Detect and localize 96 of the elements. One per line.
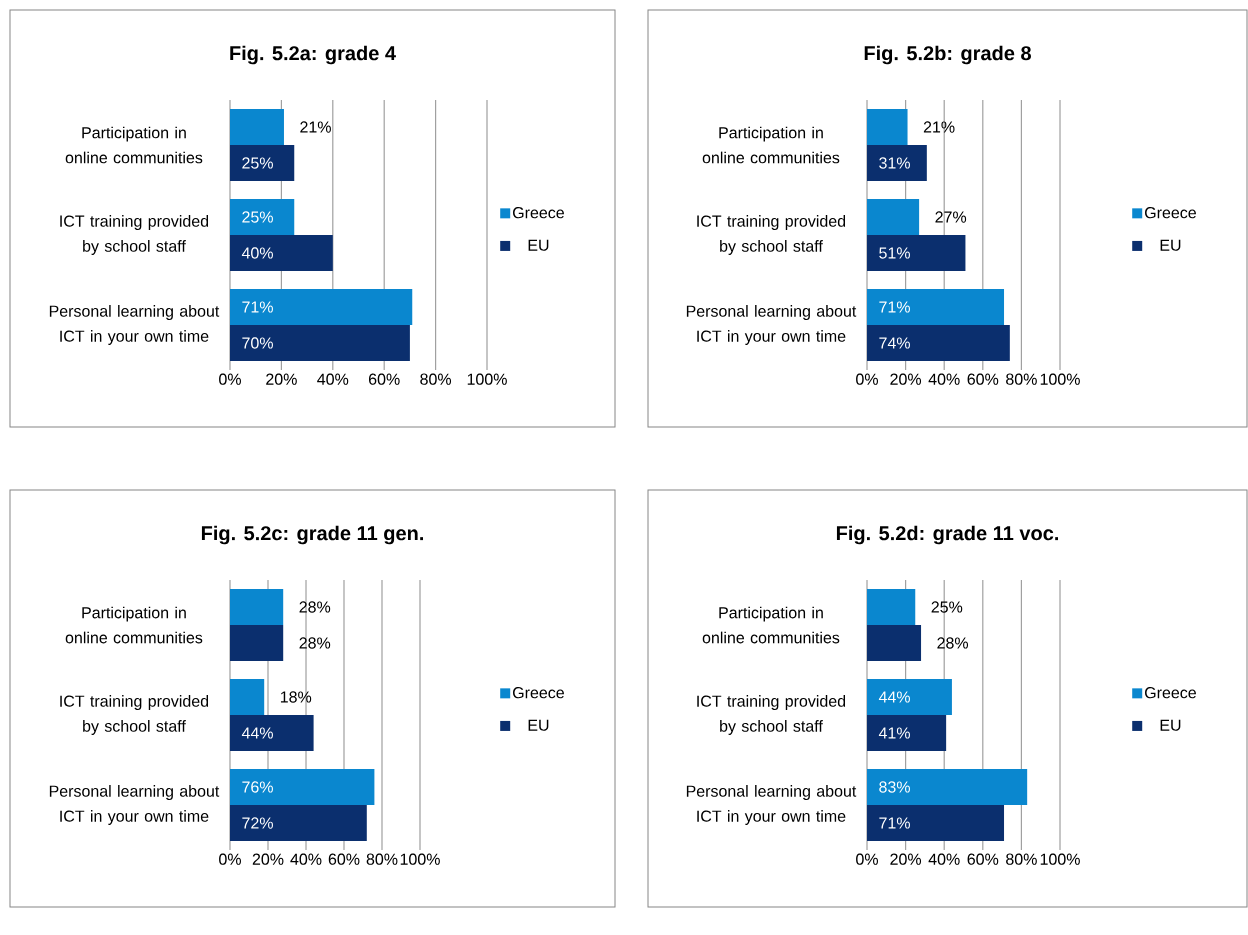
bar	[230, 589, 284, 625]
data-label: 18%	[280, 691, 312, 703]
data-label: 25%	[242, 157, 273, 169]
legend-label: Greece	[1145, 687, 1196, 699]
data-label: 28%	[299, 637, 331, 649]
bar	[230, 199, 295, 235]
x-tick-label: 80%	[366, 853, 398, 865]
x-tick-label: 20%	[890, 853, 922, 865]
y-tick-label: Participation in online communities	[65, 606, 203, 644]
x-tick-label: 0%	[856, 853, 878, 865]
data-label: 28%	[937, 637, 969, 649]
x-tick-label: 0%	[856, 373, 878, 385]
y-tick-label: Personal learning about ICT in your own time	[49, 785, 220, 825]
data-label: 70%	[242, 337, 273, 349]
legend-label: Greece	[1145, 207, 1196, 219]
x-tick-label: 20%	[266, 373, 297, 385]
y-tick-label: Participation in online communities	[702, 606, 840, 644]
data-label: 44%	[878, 691, 910, 703]
bar	[230, 625, 284, 661]
data-label: 21%	[923, 121, 955, 133]
y-tick-label: Personal learning about ICT in your own time	[49, 305, 220, 345]
bar	[867, 625, 922, 661]
y-tick-label: ICT training provided by school staff	[60, 695, 209, 735]
x-tick-label: 100%	[1040, 853, 1080, 865]
x-tick-label: 100%	[400, 853, 440, 865]
bar	[230, 805, 367, 841]
data-label: 25%	[931, 601, 963, 613]
y-tick-label: ICT training provided by school staff	[697, 215, 846, 255]
y-tick-label: Participation in online communities	[65, 126, 203, 164]
legend-label: EU	[1160, 239, 1181, 251]
y-tick-label: ICT training provided by school staff	[697, 695, 846, 735]
data-label: 74%	[879, 337, 910, 349]
data-label: 72%	[242, 817, 273, 829]
chart-title: Fig. 5.2b: grade 8	[864, 45, 1031, 65]
x-tick-label: 100%	[467, 373, 507, 385]
y-tick-label: ICT training provided by school staff	[60, 215, 209, 255]
bar	[867, 145, 927, 181]
data-label: 21%	[300, 121, 331, 133]
bar	[867, 679, 952, 715]
data-label: 40%	[241, 247, 273, 259]
bar	[867, 109, 908, 145]
x-tick-label: 40%	[290, 853, 322, 865]
x-tick-label: 80%	[1006, 373, 1037, 385]
data-label: 41%	[878, 727, 910, 739]
bar	[230, 145, 295, 181]
bar	[230, 289, 413, 325]
chart-title: Fig. 5.2c: grade 11 gen.	[201, 525, 423, 545]
bar	[230, 769, 375, 805]
bar	[230, 235, 333, 271]
bar	[230, 715, 314, 751]
data-label: 44%	[241, 727, 273, 739]
bar	[867, 805, 1005, 841]
bar	[867, 199, 920, 235]
data-label: 71%	[242, 301, 273, 313]
data-label: 71%	[879, 817, 910, 829]
bar	[867, 769, 1028, 805]
x-tick-label: 60%	[369, 373, 400, 385]
x-tick-label: 80%	[420, 373, 452, 385]
legend-label: EU	[528, 719, 549, 731]
x-tick-label: 40%	[928, 853, 960, 865]
data-label: 83%	[879, 781, 910, 793]
y-tick-label: Participation in online communities	[702, 126, 840, 164]
x-tick-label: 100%	[1040, 373, 1080, 385]
legend-label: EU	[528, 239, 549, 251]
bar	[867, 289, 1005, 325]
x-tick-label: 80%	[1006, 853, 1037, 865]
bar	[867, 325, 1010, 361]
bar	[867, 235, 966, 271]
bar	[867, 715, 947, 751]
x-tick-label: 60%	[967, 373, 999, 385]
data-label: 51%	[879, 247, 910, 259]
x-tick-label: 60%	[328, 853, 360, 865]
data-label: 31%	[879, 157, 910, 169]
legend-label: EU	[1160, 719, 1181, 731]
data-label: 27%	[935, 211, 967, 223]
data-label: 76%	[242, 781, 273, 793]
data-label: 28%	[299, 601, 331, 613]
x-tick-label: 40%	[317, 373, 349, 385]
x-tick-label: 20%	[890, 373, 922, 385]
x-tick-label: 60%	[967, 853, 999, 865]
x-tick-label: 40%	[928, 373, 960, 385]
legend-label: Greece	[513, 687, 564, 699]
chart-title: Fig. 5.2d: grade 11 voc.	[836, 525, 1059, 545]
y-tick-label: Personal learning about ICT in your own time	[686, 305, 857, 345]
data-label: 25%	[242, 211, 273, 223]
bar	[230, 109, 284, 145]
x-tick-label: 0%	[219, 373, 241, 385]
bar	[230, 679, 265, 715]
bar	[867, 589, 916, 625]
y-tick-label: Personal learning about ICT in your own time	[686, 785, 857, 825]
chart-title: Fig. 5.2a: grade 4	[230, 45, 396, 65]
x-tick-label: 20%	[252, 853, 284, 865]
legend-label: Greece	[513, 207, 564, 219]
x-tick-label: 0%	[219, 853, 241, 865]
bar	[230, 325, 410, 361]
data-label: 71%	[879, 301, 910, 313]
